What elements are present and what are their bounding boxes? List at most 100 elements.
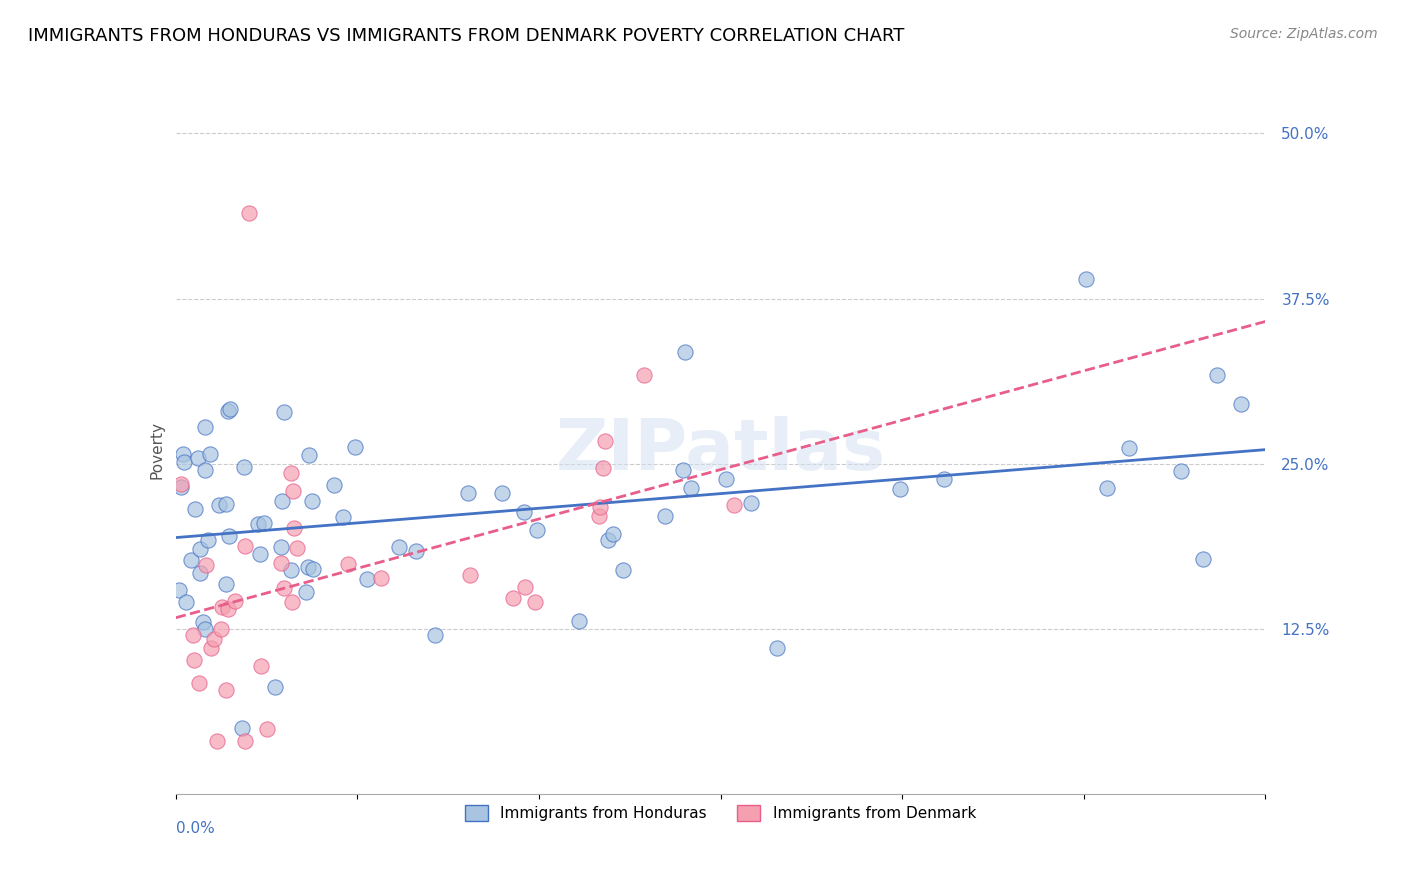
Point bbox=[183, 501, 205, 516]
Point bbox=[197, 533, 219, 547]
Point bbox=[1206, 368, 1229, 383]
Point bbox=[766, 640, 789, 655]
Point bbox=[405, 544, 427, 558]
Point bbox=[218, 528, 240, 542]
Point bbox=[457, 486, 479, 500]
Point bbox=[672, 463, 695, 477]
Point bbox=[336, 558, 359, 572]
Point bbox=[194, 419, 217, 434]
Point bbox=[194, 463, 217, 477]
Point bbox=[253, 516, 276, 530]
Point bbox=[932, 472, 955, 486]
Point bbox=[592, 461, 614, 475]
Point bbox=[271, 493, 294, 508]
Point bbox=[238, 205, 260, 219]
Point bbox=[211, 600, 233, 615]
Point bbox=[187, 450, 209, 465]
Point bbox=[195, 558, 218, 572]
Point bbox=[233, 539, 256, 553]
Legend: Immigrants from Honduras, Immigrants from Denmark: Immigrants from Honduras, Immigrants fro… bbox=[458, 799, 983, 828]
Point bbox=[188, 676, 211, 690]
Point bbox=[270, 540, 292, 554]
Point bbox=[249, 547, 271, 561]
Point bbox=[283, 521, 305, 535]
Point bbox=[208, 498, 231, 512]
Point bbox=[302, 562, 325, 576]
Point bbox=[298, 448, 321, 462]
Text: IMMIGRANTS FROM HONDURAS VS IMMIGRANTS FROM DENMARK POVERTY CORRELATION CHART: IMMIGRANTS FROM HONDURAS VS IMMIGRANTS F… bbox=[28, 27, 904, 45]
Point bbox=[250, 659, 273, 673]
Point bbox=[173, 455, 195, 469]
Y-axis label: Poverty: Poverty bbox=[149, 421, 165, 480]
Point bbox=[568, 614, 591, 628]
Point bbox=[215, 577, 238, 591]
Point bbox=[458, 567, 481, 582]
Point bbox=[231, 721, 253, 735]
Point bbox=[513, 505, 536, 519]
Point bbox=[679, 481, 702, 495]
Point bbox=[233, 734, 256, 748]
Point bbox=[723, 499, 745, 513]
Point bbox=[217, 404, 239, 418]
Point bbox=[170, 477, 193, 491]
Point bbox=[716, 472, 738, 486]
Point bbox=[169, 582, 191, 597]
Point bbox=[588, 509, 610, 524]
Point bbox=[280, 563, 302, 577]
Point bbox=[673, 345, 696, 359]
Point bbox=[502, 591, 524, 605]
Point bbox=[281, 484, 304, 499]
Point bbox=[1097, 482, 1119, 496]
Point bbox=[281, 595, 304, 609]
Point bbox=[180, 553, 202, 567]
Text: ZIPatlas: ZIPatlas bbox=[555, 416, 886, 485]
Point bbox=[287, 541, 309, 556]
Point bbox=[264, 680, 287, 694]
Point bbox=[217, 602, 239, 616]
Point bbox=[273, 405, 295, 419]
Point bbox=[1074, 272, 1097, 286]
Point bbox=[740, 496, 762, 510]
Point bbox=[183, 653, 205, 667]
Point bbox=[602, 526, 624, 541]
Point bbox=[1170, 464, 1192, 478]
Point bbox=[209, 622, 232, 636]
Point bbox=[202, 632, 225, 646]
Point bbox=[273, 581, 295, 595]
Point bbox=[633, 368, 655, 383]
Point bbox=[190, 566, 212, 580]
Point bbox=[295, 584, 318, 599]
Point bbox=[172, 447, 194, 461]
Point bbox=[889, 483, 911, 497]
Point bbox=[593, 434, 616, 449]
Point bbox=[190, 542, 212, 557]
Point bbox=[174, 595, 197, 609]
Point bbox=[280, 467, 302, 481]
Point bbox=[170, 481, 193, 495]
Point bbox=[181, 628, 204, 642]
Point bbox=[1118, 441, 1140, 455]
Point bbox=[1230, 397, 1253, 411]
Point bbox=[232, 459, 254, 474]
Point bbox=[343, 441, 366, 455]
Point bbox=[270, 556, 292, 570]
Point bbox=[301, 494, 323, 508]
Point bbox=[596, 533, 619, 548]
Point bbox=[370, 571, 392, 585]
Point bbox=[388, 540, 411, 554]
Point bbox=[322, 478, 344, 492]
Point bbox=[356, 572, 378, 586]
Point bbox=[526, 524, 548, 538]
Point bbox=[523, 595, 546, 609]
Text: Source: ZipAtlas.com: Source: ZipAtlas.com bbox=[1230, 27, 1378, 41]
Point bbox=[194, 622, 217, 636]
Point bbox=[589, 500, 612, 515]
Point bbox=[654, 508, 676, 523]
Point bbox=[219, 401, 242, 416]
Point bbox=[224, 594, 246, 608]
Point bbox=[491, 486, 513, 500]
Point bbox=[515, 580, 537, 594]
Point bbox=[200, 641, 222, 656]
Point bbox=[200, 447, 222, 461]
Text: 0.0%: 0.0% bbox=[176, 822, 215, 837]
